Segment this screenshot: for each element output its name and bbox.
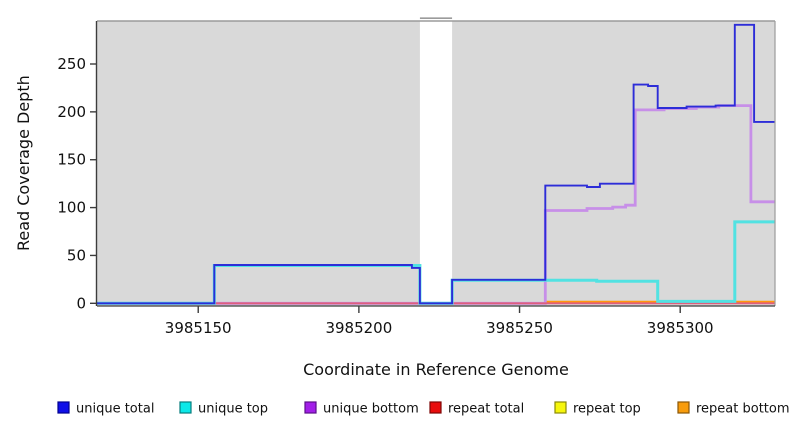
legend-item-repeat-total: repeat total [429,401,524,417]
legend: unique total unique top unique bottom repea… [57,401,790,417]
y-tick-label: 100 [57,199,86,217]
legend-label: repeat total [448,402,524,417]
legend-swatch [429,401,442,414]
x-tick-label: 3985200 [325,319,392,337]
legend-swatch [304,401,317,414]
legend-item-unique-total: unique total [57,401,154,417]
legend-swatch [57,401,70,414]
legend-item-repeat-top: repeat top [554,401,641,417]
legend-label: repeat top [573,402,641,417]
y-tick-label: 150 [57,151,86,169]
legend-swatch [554,401,567,414]
x-axis-title: Coordinate in Reference Genome [303,360,569,379]
y-tick-label: 50 [67,246,86,264]
legend-item-repeat-bottom: repeat bottom [677,401,790,417]
legend-label: unique total [76,402,154,417]
series-line-unique-total [97,23,775,305]
legend-label: unique top [198,402,268,417]
y-axis-title: Read Coverage Depth [14,75,33,251]
masked-region [419,17,453,304]
legend-label: repeat bottom [696,402,790,417]
y-tick-label: 0 [76,294,86,312]
y-tick-label: 250 [57,55,86,73]
x-tick-label: 3985300 [647,319,714,337]
legend-item-unique-bottom: unique bottom [304,401,419,417]
y-tick-label: 200 [57,103,86,121]
legend-swatch [677,401,690,414]
legend-label: unique bottom [323,402,419,417]
legend-item-unique-top: unique top [179,401,268,417]
x-tick-label: 3985150 [165,319,232,337]
x-tick-label: 3985250 [486,319,553,337]
legend-swatch [179,401,192,414]
